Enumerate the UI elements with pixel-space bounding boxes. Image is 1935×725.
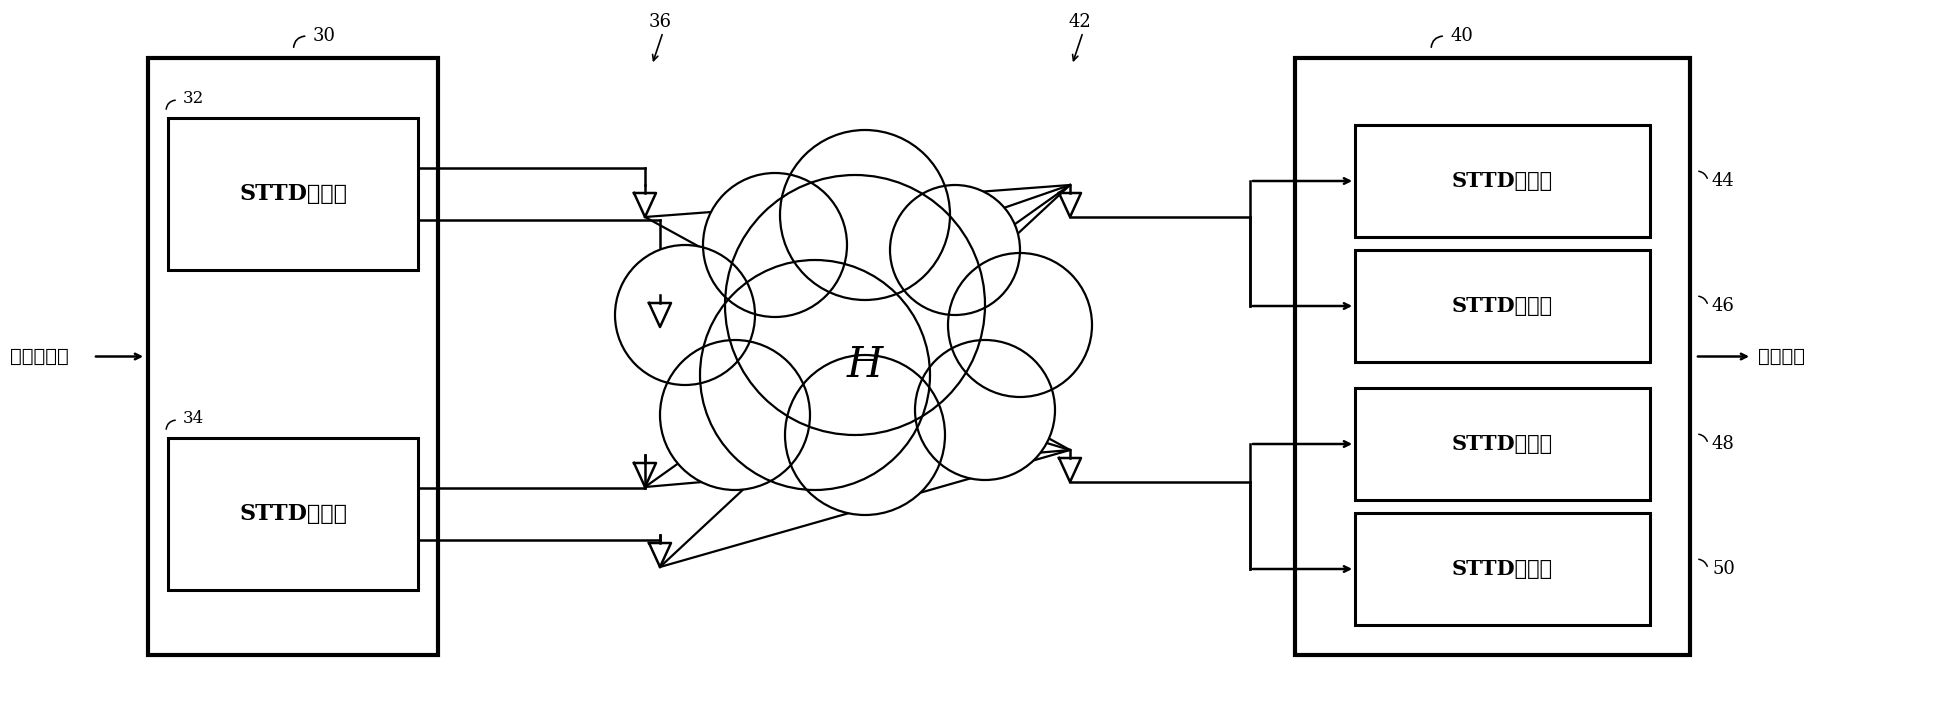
Circle shape bbox=[890, 185, 1020, 315]
Text: 36: 36 bbox=[648, 13, 671, 31]
Circle shape bbox=[948, 253, 1091, 397]
Text: 50: 50 bbox=[1712, 560, 1736, 578]
Circle shape bbox=[700, 260, 931, 490]
Circle shape bbox=[702, 173, 848, 317]
Bar bbox=[1354, 250, 1651, 362]
Text: 40: 40 bbox=[1449, 27, 1473, 45]
Bar bbox=[1354, 125, 1651, 237]
Text: STTD追码器: STTD追码器 bbox=[1451, 296, 1554, 316]
Text: H: H bbox=[848, 344, 882, 386]
Bar bbox=[1354, 513, 1651, 625]
Text: STTD追码器: STTD追码器 bbox=[1451, 434, 1554, 454]
Text: 42: 42 bbox=[1068, 13, 1091, 31]
Text: STTD追码器: STTD追码器 bbox=[1451, 171, 1554, 191]
Text: 32: 32 bbox=[184, 89, 205, 107]
Bar bbox=[1295, 58, 1689, 655]
Text: 30: 30 bbox=[312, 27, 335, 45]
Text: STTD编码器: STTD编码器 bbox=[240, 183, 346, 205]
Circle shape bbox=[780, 130, 950, 300]
Text: 44: 44 bbox=[1712, 172, 1736, 190]
Text: STTD追码器: STTD追码器 bbox=[1451, 559, 1554, 579]
Text: 46: 46 bbox=[1712, 297, 1736, 315]
Circle shape bbox=[786, 355, 944, 515]
Circle shape bbox=[615, 245, 755, 385]
Circle shape bbox=[915, 340, 1055, 480]
Bar bbox=[168, 118, 418, 270]
Text: 来自调制器: 来自调制器 bbox=[10, 347, 70, 365]
Text: STTD编码器: STTD编码器 bbox=[240, 503, 346, 525]
Bar bbox=[147, 58, 437, 655]
Text: 34: 34 bbox=[184, 410, 205, 426]
Circle shape bbox=[726, 175, 985, 435]
Bar bbox=[168, 438, 418, 590]
Bar bbox=[1354, 388, 1651, 500]
Text: 48: 48 bbox=[1712, 435, 1736, 453]
Circle shape bbox=[660, 340, 811, 490]
Text: 至解调器: 至解调器 bbox=[1759, 347, 1805, 365]
